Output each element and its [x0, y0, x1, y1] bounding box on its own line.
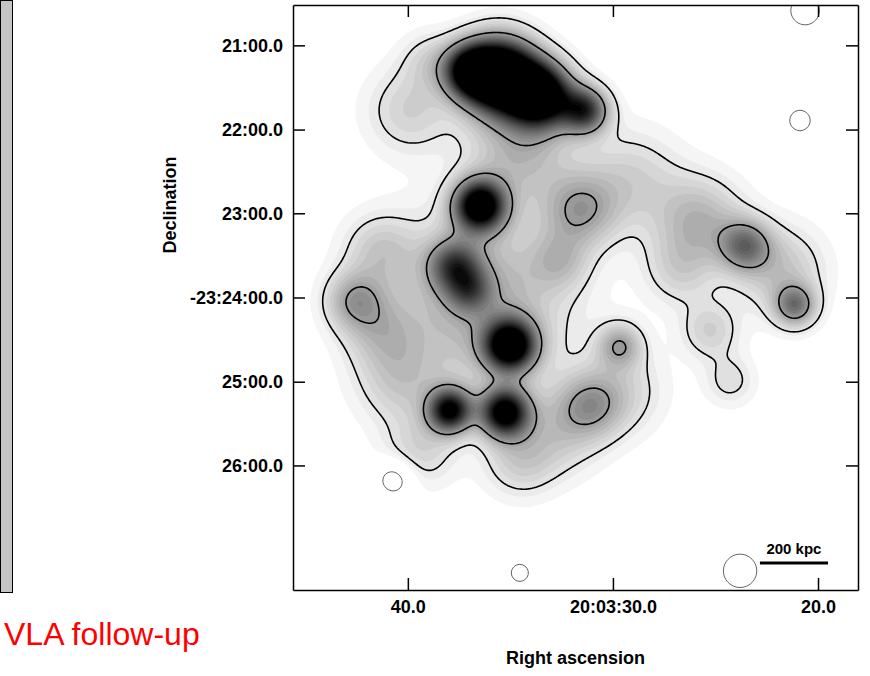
tick: 26:00.0	[222, 456, 305, 476]
gray-level	[431, 39, 750, 434]
tick-mark	[293, 129, 305, 131]
gray-level	[330, 24, 818, 476]
gray-level	[350, 34, 807, 442]
tick-mark	[846, 129, 858, 131]
contour-line	[323, 18, 824, 489]
gray-level	[358, 35, 805, 440]
gray-level	[439, 46, 588, 427]
tick-mark	[408, 5, 410, 17]
scale-bar	[760, 562, 828, 565]
tick: 20:03:30.0	[570, 578, 657, 617]
gray-level	[318, 14, 828, 497]
tick-label: 20:03:30.0	[570, 597, 657, 617]
y-axis-right	[846, 6, 859, 591]
gray-level	[437, 44, 591, 429]
tick	[846, 213, 858, 214]
tick: 40.0	[391, 578, 426, 617]
x-axis-top	[294, 5, 859, 17]
gray-image	[310, 7, 838, 507]
y-axis: 21:00.0 22:00.0 23:00.0 -23:24:00.0 25:00.0 2…	[190, 6, 305, 591]
gray-level	[339, 29, 812, 450]
tick-label: 21:00.0	[222, 36, 283, 56]
gray-level	[336, 28, 814, 460]
tick	[846, 45, 858, 46]
tick-mark	[846, 213, 858, 215]
tick	[818, 5, 819, 17]
tick-label: 40.0	[391, 597, 426, 617]
gray-level	[442, 47, 582, 424]
tick-mark	[408, 578, 410, 590]
gray-level	[433, 40, 597, 433]
tick	[846, 465, 858, 466]
x-axis-title: Right ascension	[506, 648, 645, 668]
axis-line	[294, 590, 859, 592]
tick-label: 26:00.0	[222, 456, 283, 476]
gray-level	[440, 47, 585, 426]
gray-level	[327, 21, 821, 482]
gray-level	[436, 43, 593, 430]
x-axis: 40.0 20:03:30.0 20.0	[294, 578, 859, 617]
tick-mark	[293, 297, 305, 299]
contour-line	[346, 32, 809, 443]
contour-line	[383, 5, 819, 587]
tick-label: -23:24:00.0	[190, 288, 283, 308]
gray-level	[323, 18, 824, 489]
tick-label: 22:00.0	[222, 120, 283, 140]
tick-label: 23:00.0	[222, 204, 283, 224]
tick-mark	[293, 465, 305, 467]
tick: 20.0	[801, 578, 836, 617]
tick	[846, 298, 858, 299]
gray-level	[310, 7, 838, 507]
gray-level	[428, 36, 803, 438]
gray-level	[438, 45, 590, 428]
tick: 22:00.0	[222, 120, 305, 140]
tick-mark	[818, 5, 820, 17]
tick-mark	[293, 381, 305, 383]
tick-mark	[846, 45, 858, 47]
tick: 23:00.0	[222, 204, 305, 224]
tick: -23:24:00.0	[190, 288, 305, 308]
tick-mark	[846, 297, 858, 299]
tick-mark	[613, 5, 615, 17]
scale-bar-label: 200 kpc	[766, 540, 821, 557]
gray-level	[343, 31, 811, 447]
tick-mark	[846, 465, 858, 467]
tick-mark	[293, 45, 305, 47]
tick	[613, 5, 614, 17]
axis-line	[294, 5, 859, 7]
tick-label: 20.0	[801, 597, 836, 617]
gray-level	[333, 26, 816, 469]
tick-mark	[846, 381, 858, 383]
gray-level	[434, 41, 596, 432]
annotation: VLA follow-up	[4, 616, 200, 652]
plot-area	[310, 5, 838, 587]
tick	[846, 382, 858, 383]
adjacent-panel	[1, 1, 13, 593]
gray-level	[435, 42, 594, 431]
tick	[846, 130, 858, 131]
tick	[408, 5, 409, 17]
plot-background	[293, 5, 858, 590]
tick-label: 25:00.0	[222, 372, 283, 392]
tick: 25:00.0	[222, 372, 305, 392]
tick: 21:00.0	[222, 36, 305, 56]
chart: 40.0 20:03:30.0 20.0 21:00.0 22:00.0 23:00.0 -…	[0, 0, 870, 676]
tick-mark	[818, 578, 820, 590]
tick-mark	[293, 213, 305, 215]
contours	[323, 5, 824, 587]
gray-level	[346, 32, 809, 443]
tick-mark	[613, 578, 615, 590]
y-axis-title: Declination	[160, 156, 180, 253]
